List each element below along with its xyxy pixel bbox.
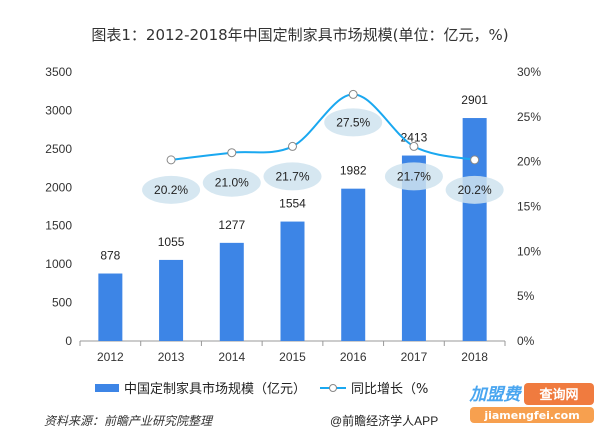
y-right-tick-label: 20% <box>517 155 541 169</box>
growth-point <box>288 141 297 151</box>
growth-point <box>470 155 480 165</box>
bar-value-label: 1055 <box>158 235 185 249</box>
growth-value-label: 21.7% <box>397 169 431 183</box>
x-tick-label: 2016 <box>340 350 367 364</box>
y-left-tick-label: 2500 <box>45 142 72 156</box>
watermark-logo-text-right: 查询网 <box>538 387 578 403</box>
bar <box>219 242 244 341</box>
y-left-tick-label: 1000 <box>45 257 72 271</box>
y-right-tick-label: 15% <box>517 200 541 214</box>
growth-line: 20.2% 21.0% 21.7% 27.5% 21.7% 20.2% <box>142 89 504 204</box>
watermark-logo: 查询网 加盟费 jiamengfei.com <box>469 383 594 423</box>
legend: 中国定制家具市场规模（亿元） 同比增长（% <box>95 381 428 397</box>
bar <box>280 221 305 341</box>
legend-swatch-marker <box>329 384 337 392</box>
bar-value-label: 1277 <box>218 218 245 232</box>
growth-label-bubble <box>445 175 504 204</box>
y-right-tick-label: 10% <box>517 244 541 258</box>
y-left-tick-label: 0 <box>65 334 72 348</box>
y-right-tick-label: 25% <box>517 110 541 124</box>
source-note: 资料来源：前瞻产业研究院整理 <box>44 414 214 428</box>
growth-label-bubble <box>202 168 261 197</box>
growth-label-bubble <box>142 175 201 204</box>
growth-point <box>409 141 419 151</box>
y-right-tick-label: 5% <box>517 289 535 303</box>
axes: 0 500 1000 1500 2000 2500 3000 3500 0% 5% 10% 15% 20… <box>45 65 541 364</box>
x-tick-label: 2014 <box>218 350 245 364</box>
growth-label-bubble <box>263 162 322 191</box>
bar-value-label: 1982 <box>340 164 367 178</box>
legend-label-bar: 中国定制家具市场规模（亿元） <box>124 381 306 397</box>
bar <box>98 273 123 341</box>
bar <box>341 188 366 341</box>
growth-label-bubble <box>324 108 383 137</box>
growth-point <box>166 155 176 165</box>
x-tick-label: 2018 <box>461 350 488 364</box>
watermark-logo-text-left: 加盟费 <box>469 385 523 405</box>
bar-value-label: 2901 <box>461 93 488 107</box>
chart-title: 图表1：2012-2018年中国定制家具市场规模(单位：亿元，%) <box>91 26 508 44</box>
x-tick-label: 2012 <box>97 350 124 364</box>
bar <box>159 259 184 341</box>
bar-value-label: 878 <box>100 249 120 263</box>
y-right-tick-label: 30% <box>517 65 541 79</box>
y-left-tick-label: 3500 <box>45 65 72 79</box>
growth-point <box>227 148 237 158</box>
growth-line-path <box>170 93 475 161</box>
watermark-url-badge <box>470 407 594 423</box>
watermark-url: jiamengfei.com <box>483 409 579 422</box>
x-tick-label: 2017 <box>401 350 428 364</box>
x-tick-label: 2013 <box>158 350 185 364</box>
y-left-tick-label: 1500 <box>45 219 72 233</box>
credit: @前瞻经济学人APP <box>330 413 438 428</box>
watermark-badge <box>524 383 594 405</box>
legend-label-line: 同比增长（% <box>351 382 428 397</box>
bar-value-label: 1554 <box>279 197 306 211</box>
bar <box>462 118 487 341</box>
growth-label-bubble <box>384 162 443 191</box>
growth-value-label: 21.7% <box>275 169 309 183</box>
y-left-tick-label: 2000 <box>45 180 72 194</box>
x-tick-label: 2015 <box>279 350 306 364</box>
growth-value-label: 20.2% <box>458 183 492 197</box>
growth-point <box>348 89 358 99</box>
growth-value-label: 27.5% <box>336 115 370 129</box>
legend-swatch-bar <box>95 384 119 392</box>
growth-value-label: 20.2% <box>154 183 188 197</box>
y-left-tick-label: 3000 <box>45 103 72 117</box>
growth-value-label: 21.0% <box>215 176 249 190</box>
y-right-tick-label: 0% <box>517 334 535 348</box>
y-left-tick-label: 500 <box>52 296 72 310</box>
